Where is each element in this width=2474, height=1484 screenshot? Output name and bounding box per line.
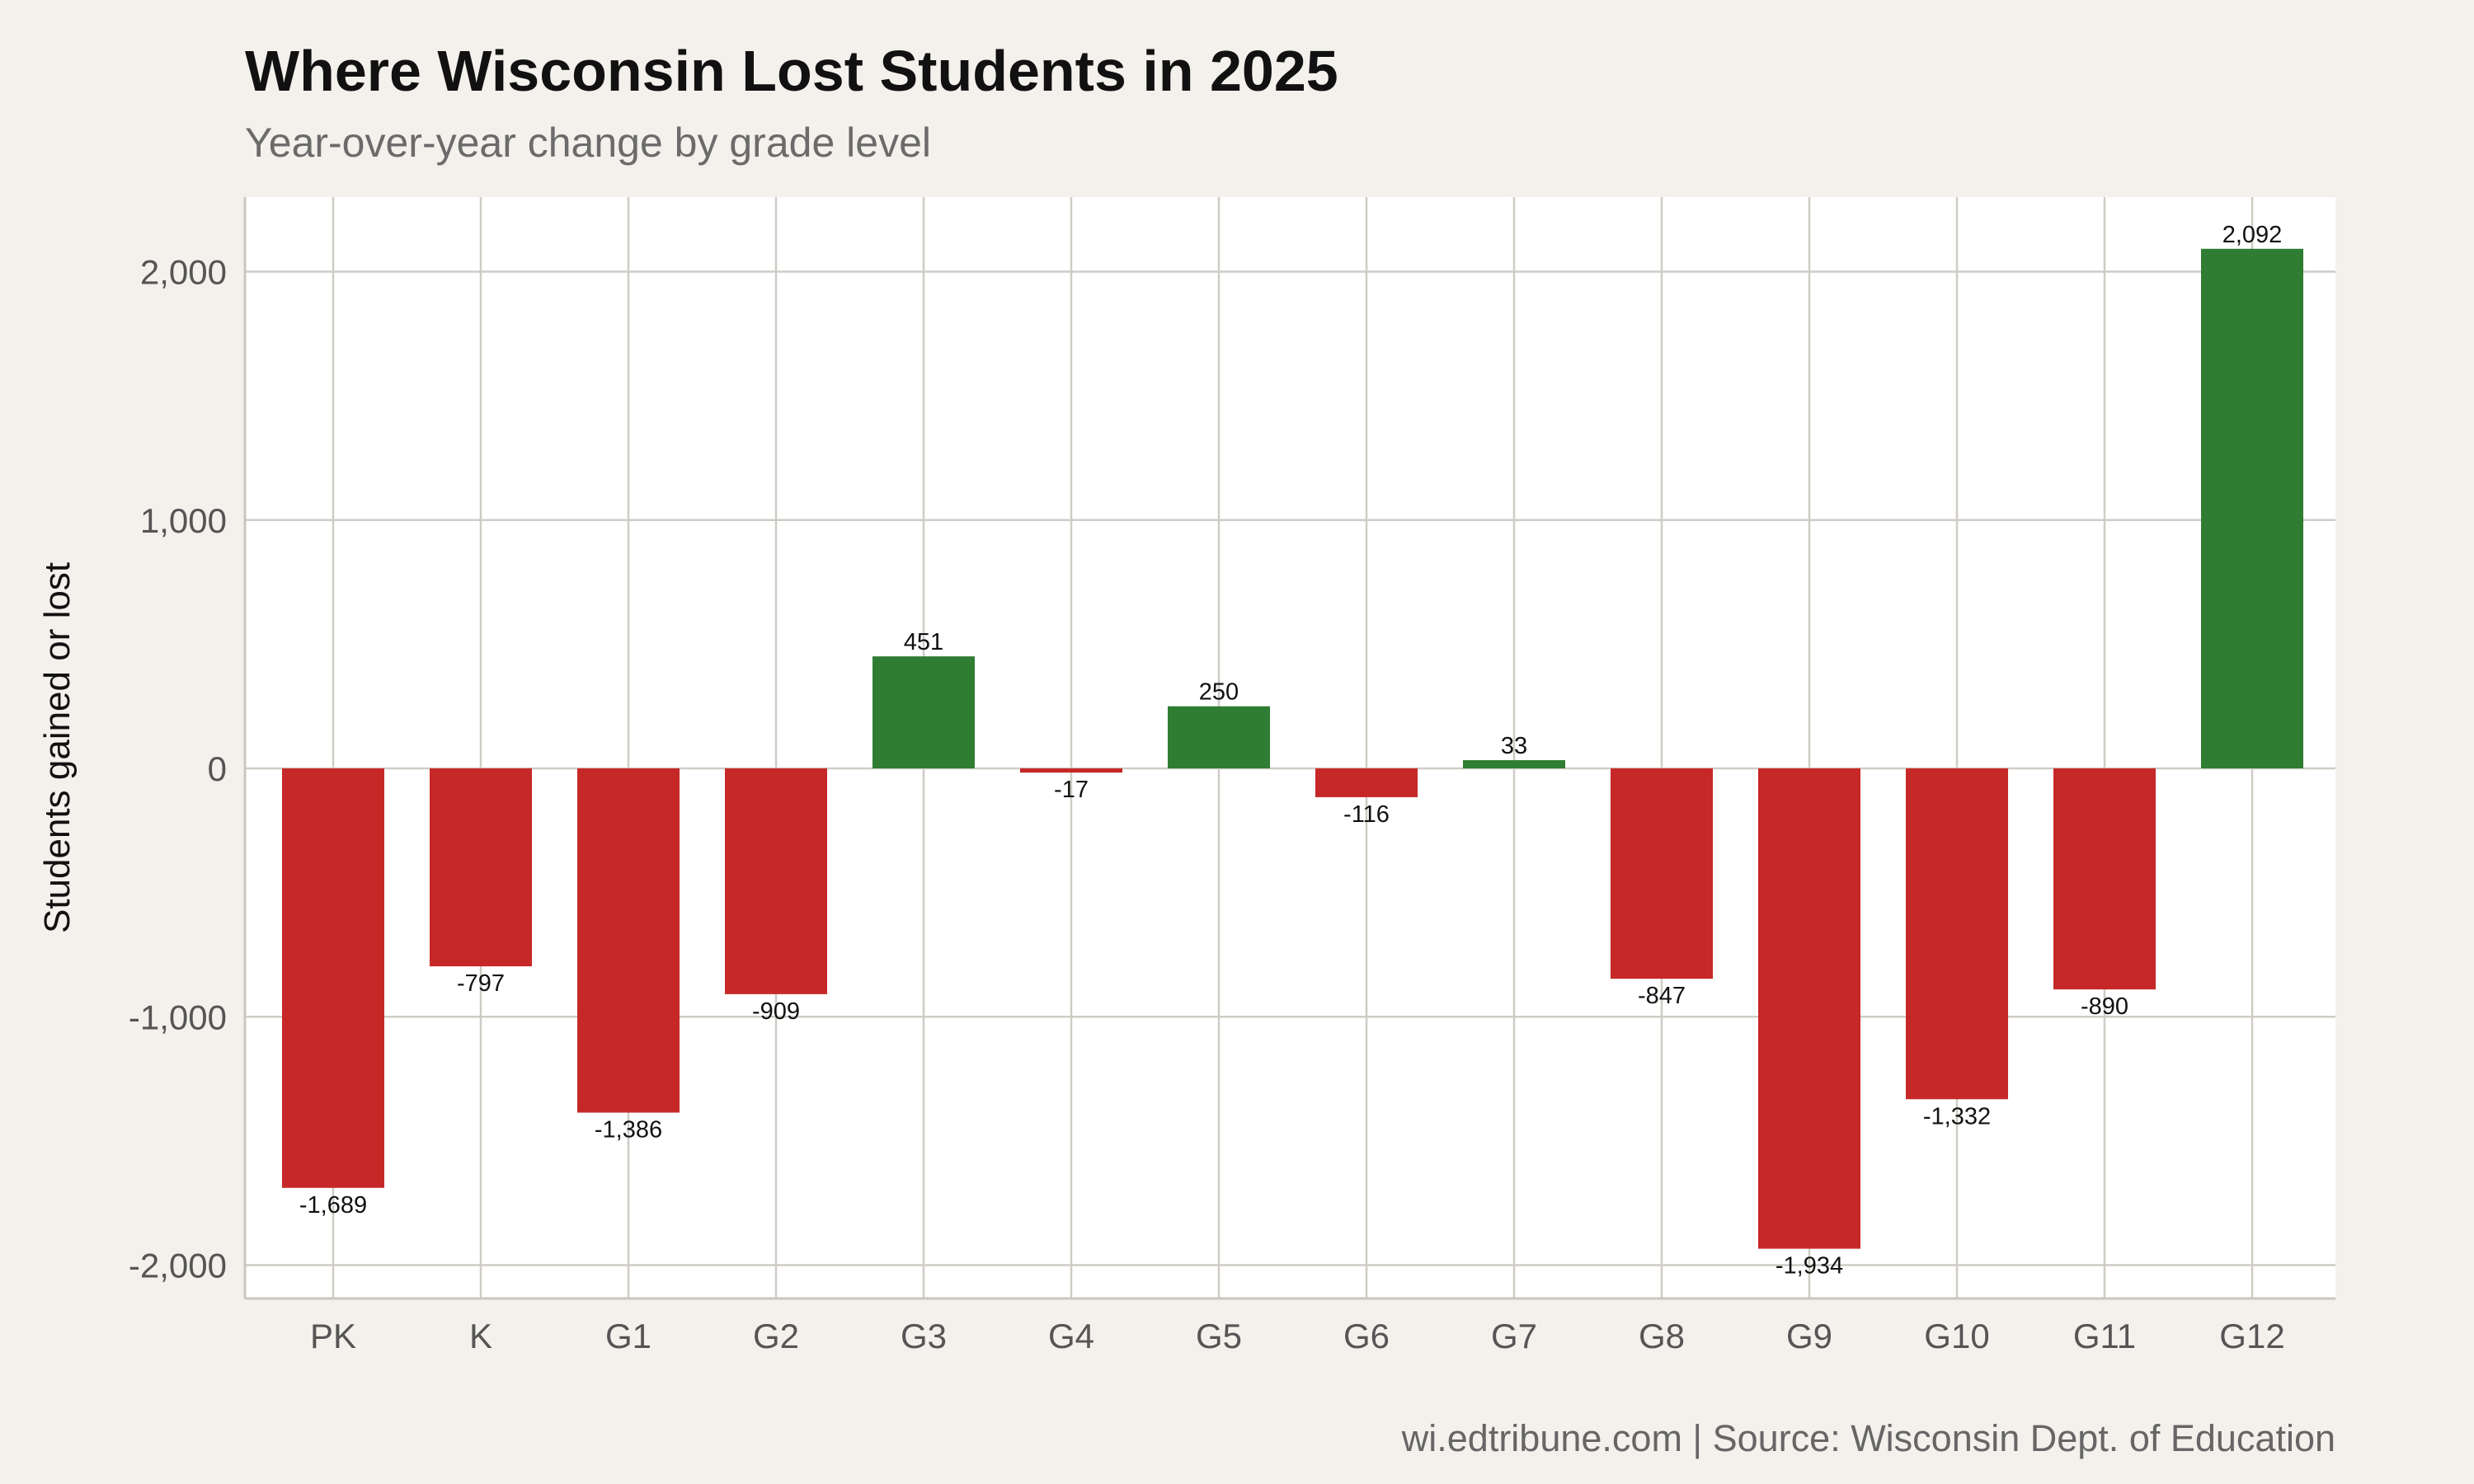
x-tick-label: G1: [605, 1317, 651, 1355]
x-tick-label: K: [469, 1317, 492, 1355]
data-label-G10: -1,332: [1923, 1103, 1991, 1129]
data-label-K: -797: [457, 970, 505, 997]
y-tick-label: 1,000: [140, 501, 227, 540]
y-axis-ticks: 2,000 1,000 0 -1,000 -2,000: [129, 253, 227, 1285]
x-tick-label: G7: [1491, 1317, 1537, 1355]
bar-G2: [725, 768, 827, 994]
bar-G3: [872, 656, 975, 768]
bars: [282, 248, 2303, 1249]
data-label-PK: -1,689: [299, 1192, 367, 1219]
bar-G7: [1463, 760, 1565, 768]
bar-G8: [1611, 768, 1713, 979]
y-tick-label: 2,000: [140, 253, 227, 292]
bar-G12: [2201, 248, 2303, 768]
bar-G4: [1020, 768, 1122, 773]
data-label-G5: 250: [1199, 679, 1239, 706]
x-tick-label: G11: [2073, 1317, 2136, 1355]
bar-G5: [1168, 706, 1270, 768]
x-axis-ticks: PK K G1 G2 G3 G4 G5 G6 G7 G8 G9 G10 G11 G12: [310, 1317, 2285, 1355]
x-tick-label: G9: [1786, 1317, 1832, 1355]
bar-G11: [2053, 768, 2156, 990]
data-label-G12: 2,092: [2222, 222, 2283, 248]
x-tick-label: G12: [2219, 1317, 2284, 1355]
data-label-G11: -890: [2081, 993, 2128, 1020]
x-tick-label: G2: [753, 1317, 799, 1355]
bar-G9: [1758, 768, 1860, 1249]
data-label-G6: -116: [1343, 801, 1390, 828]
chart-title: Where Wisconsin Lost Students in 2025: [245, 39, 1338, 103]
data-label-G9: -1,934: [1776, 1253, 1843, 1280]
data-label-G8: -847: [1638, 983, 1686, 1009]
data-label-G7: 33: [1501, 733, 1527, 759]
bar-K: [430, 768, 532, 967]
bar-labels: -1,689 -797 -1,386 -909 451 -17 250 -116 33 -847 -…: [299, 222, 2282, 1280]
y-axis-title: Students gained or lost: [37, 562, 78, 933]
x-tick-label: G5: [1196, 1317, 1242, 1355]
source-caption: wi.edtribune.com | Source: Wisconsin Dep…: [1401, 1417, 2335, 1459]
gridlines: [245, 197, 2335, 1298]
data-label-G4: -17: [1054, 777, 1089, 803]
x-tick-label: G4: [1048, 1317, 1094, 1355]
x-tick-label: G10: [1924, 1317, 1989, 1355]
plot-panel: [245, 197, 2335, 1298]
bar-G1: [577, 768, 680, 1113]
data-label-G1: -1,386: [595, 1117, 662, 1144]
bar-G6: [1315, 768, 1418, 797]
y-tick-label: 0: [208, 749, 227, 788]
y-tick-label: -1,000: [129, 998, 227, 1036]
data-label-G2: -909: [752, 998, 800, 1025]
x-tick-label: PK: [310, 1317, 356, 1355]
y-tick-label: -2,000: [129, 1247, 227, 1285]
data-label-G3: 451: [904, 629, 943, 655]
chart-subtitle: Year-over-year change by grade level: [245, 120, 931, 166]
bar-G10: [1906, 768, 2008, 1100]
bar-PK: [282, 768, 384, 1188]
x-tick-label: G6: [1343, 1317, 1390, 1355]
x-tick-label: G8: [1639, 1317, 1685, 1355]
x-tick-label: G3: [901, 1317, 947, 1355]
